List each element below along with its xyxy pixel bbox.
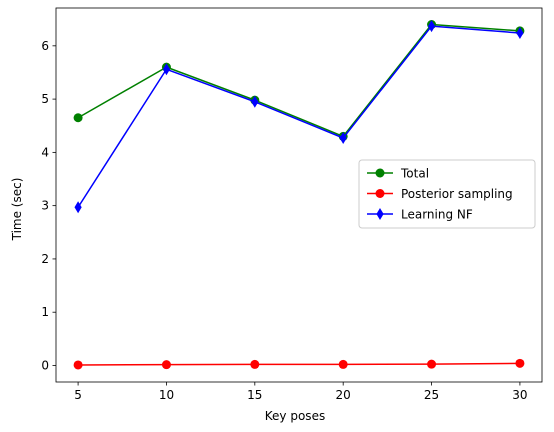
x-tick-label: 20 bbox=[336, 388, 351, 402]
data-point bbox=[73, 113, 83, 123]
x-tick-label: 30 bbox=[512, 388, 527, 402]
y-tick-label: 5 bbox=[41, 92, 49, 106]
data-point bbox=[427, 359, 437, 369]
series-2 bbox=[74, 20, 524, 214]
data-point bbox=[515, 358, 525, 368]
x-tick-label: 25 bbox=[424, 388, 439, 402]
legend-label: Total bbox=[400, 167, 429, 181]
y-axis: 0 1 2 3 4 5 6 bbox=[41, 39, 56, 372]
data-point bbox=[338, 359, 348, 369]
legend-box bbox=[358, 159, 536, 229]
x-axis-label: Key poses bbox=[265, 409, 325, 423]
data-point bbox=[74, 201, 82, 214]
y-axis-label: Time (sec) bbox=[10, 178, 24, 242]
y-tick-label: 2 bbox=[41, 252, 49, 266]
y-tick-label: 0 bbox=[41, 358, 49, 372]
series-line bbox=[77, 25, 520, 208]
y-tick-label: 1 bbox=[41, 305, 49, 319]
legend-marker bbox=[376, 208, 384, 220]
data-point bbox=[162, 63, 171, 76]
legend-entry: Learning NF bbox=[367, 208, 473, 222]
legend: Total Posterior sampling Learning NF bbox=[358, 159, 536, 229]
data-point bbox=[339, 131, 347, 144]
y-tick-label: 3 bbox=[41, 199, 49, 213]
plot-frame bbox=[55, 7, 543, 383]
legend-label: Posterior sampling bbox=[401, 187, 513, 201]
data-point bbox=[516, 27, 524, 40]
x-tick-label: 15 bbox=[247, 388, 262, 402]
legend-marker bbox=[375, 168, 385, 178]
data-point bbox=[251, 95, 259, 108]
x-tick-label: 10 bbox=[159, 388, 174, 402]
data-point bbox=[73, 360, 83, 370]
data-point bbox=[161, 360, 171, 370]
x-axis: 5 10 15 20 25 30 bbox=[74, 382, 528, 402]
y-tick-label: 6 bbox=[41, 39, 49, 53]
data-point bbox=[250, 359, 260, 369]
legend-entry: Posterior sampling bbox=[367, 187, 513, 201]
series-1 bbox=[73, 358, 525, 370]
legend-marker bbox=[375, 189, 385, 198]
data-point bbox=[427, 20, 436, 33]
x-tick-label: 5 bbox=[74, 388, 82, 402]
axes-frame bbox=[55, 7, 543, 383]
series-line bbox=[77, 23, 520, 138]
series-layer bbox=[73, 20, 525, 370]
series-line bbox=[78, 362, 520, 366]
legend-label: Learning NF bbox=[401, 208, 473, 222]
legend-entry: Total bbox=[367, 167, 429, 181]
y-tick-label: 4 bbox=[41, 145, 49, 159]
